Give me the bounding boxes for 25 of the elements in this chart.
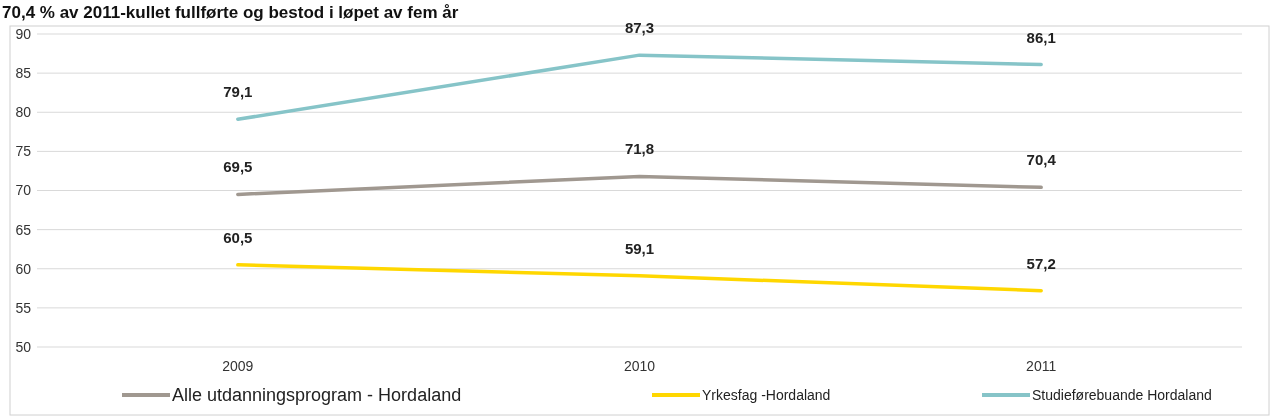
y-tick-label: 90 (15, 25, 32, 42)
chart-title: 70,4 % av 2011-kullet fullførte og bestod i løpet av fem år (2, 3, 459, 22)
x-tick-label: 2010 (623, 358, 656, 374)
legend-label: Alle utdanningsprogram - Hordaland (172, 385, 462, 406)
data-label: 79,1 (223, 83, 253, 101)
x-tick-label: 2009 (222, 358, 254, 374)
y-tick-label: 50 (15, 338, 32, 355)
y-tick-label: 70 (15, 182, 32, 199)
data-label: 60,5 (223, 228, 253, 246)
y-tick-label: 75 (15, 143, 32, 160)
data-label: 70,4 (1026, 151, 1057, 169)
data-label: 87,3 (624, 19, 655, 37)
data-label: 86,1 (1026, 28, 1056, 46)
data-label: 59,1 (624, 239, 655, 257)
x-tick-label: 2011 (1026, 358, 1057, 374)
y-tick-label: 85 (15, 65, 32, 82)
data-label: 69,5 (223, 158, 253, 176)
y-tick-label: 55 (15, 299, 32, 316)
data-label: 57,2 (1026, 254, 1056, 272)
data-label: 71,8 (624, 140, 655, 158)
legend-label: Yrkesfag -Hordaland (702, 386, 831, 403)
legend-label: Studieførebuande Hordaland (1032, 386, 1212, 403)
y-tick-label: 80 (15, 104, 32, 121)
y-tick-label: 65 (15, 221, 32, 238)
y-tick-label: 60 (15, 260, 32, 277)
